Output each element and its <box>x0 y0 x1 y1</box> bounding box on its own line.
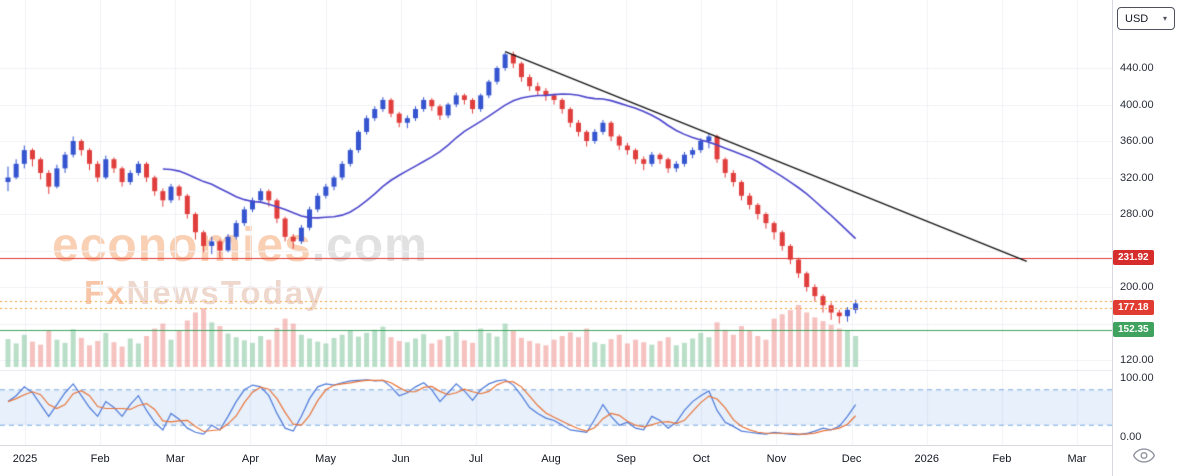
time-tick-label[interactable]: Mar <box>165 453 185 465</box>
price-axis[interactable]: USD ▾ 440.00 400.00 360.00 320.00 280.00 200.… <box>1112 0 1179 476</box>
price-tick-label: 400.00 <box>1120 98 1154 111</box>
price-tick-label: 440.00 <box>1120 62 1154 74</box>
time-tick-label[interactable]: Sep <box>616 453 636 465</box>
price-tick-label: 280.00 <box>1120 208 1154 220</box>
price-level-badge: 152.35 <box>1113 322 1154 338</box>
time-axis[interactable]: 2025 Feb Mar Apr May Jun Jul Aug Sep Oct Nov Dec 202… <box>0 445 1112 476</box>
eye-icon <box>1133 448 1155 463</box>
time-tick-label[interactable]: Jun <box>391 453 410 465</box>
price-tick-label: 320.00 <box>1120 171 1154 184</box>
time-tick-label[interactable]: Mar <box>1067 453 1087 465</box>
time-tick-label[interactable]: Aug <box>541 453 561 465</box>
stoch-tick-label: 0.00 <box>1120 431 1142 443</box>
price-level-badge: 231.92 <box>1113 249 1154 265</box>
stoch-tick-label: 100.00 <box>1120 372 1154 384</box>
time-tick-label[interactable]: Feb <box>90 453 110 465</box>
time-tick-label[interactable]: Jul <box>468 453 483 465</box>
chevron-down-icon: ▾ <box>1162 14 1167 23</box>
price-level-badge: 177.18 <box>1113 299 1154 315</box>
price-tick-label: 360.00 <box>1120 135 1154 147</box>
currency-dropdown[interactable]: USD ▾ <box>1117 7 1175 30</box>
time-tick-label[interactable]: Apr <box>241 453 259 465</box>
currency-label: USD <box>1125 12 1149 25</box>
time-tick-label[interactable]: Feb <box>992 453 1012 465</box>
time-tick-label[interactable]: 2026 <box>914 453 939 465</box>
price-tick-label: 200.00 <box>1120 281 1154 293</box>
time-tick-label[interactable]: 2025 <box>12 453 38 465</box>
time-tick-label[interactable]: Nov <box>766 453 787 465</box>
time-tick-label[interactable]: Oct <box>692 453 710 465</box>
time-tick-label[interactable]: Dec <box>841 453 862 465</box>
time-tick-label[interactable]: May <box>315 453 336 465</box>
visibility-toggle-button[interactable] <box>1133 448 1157 466</box>
price-tick-label: 120.00 <box>1120 354 1154 366</box>
